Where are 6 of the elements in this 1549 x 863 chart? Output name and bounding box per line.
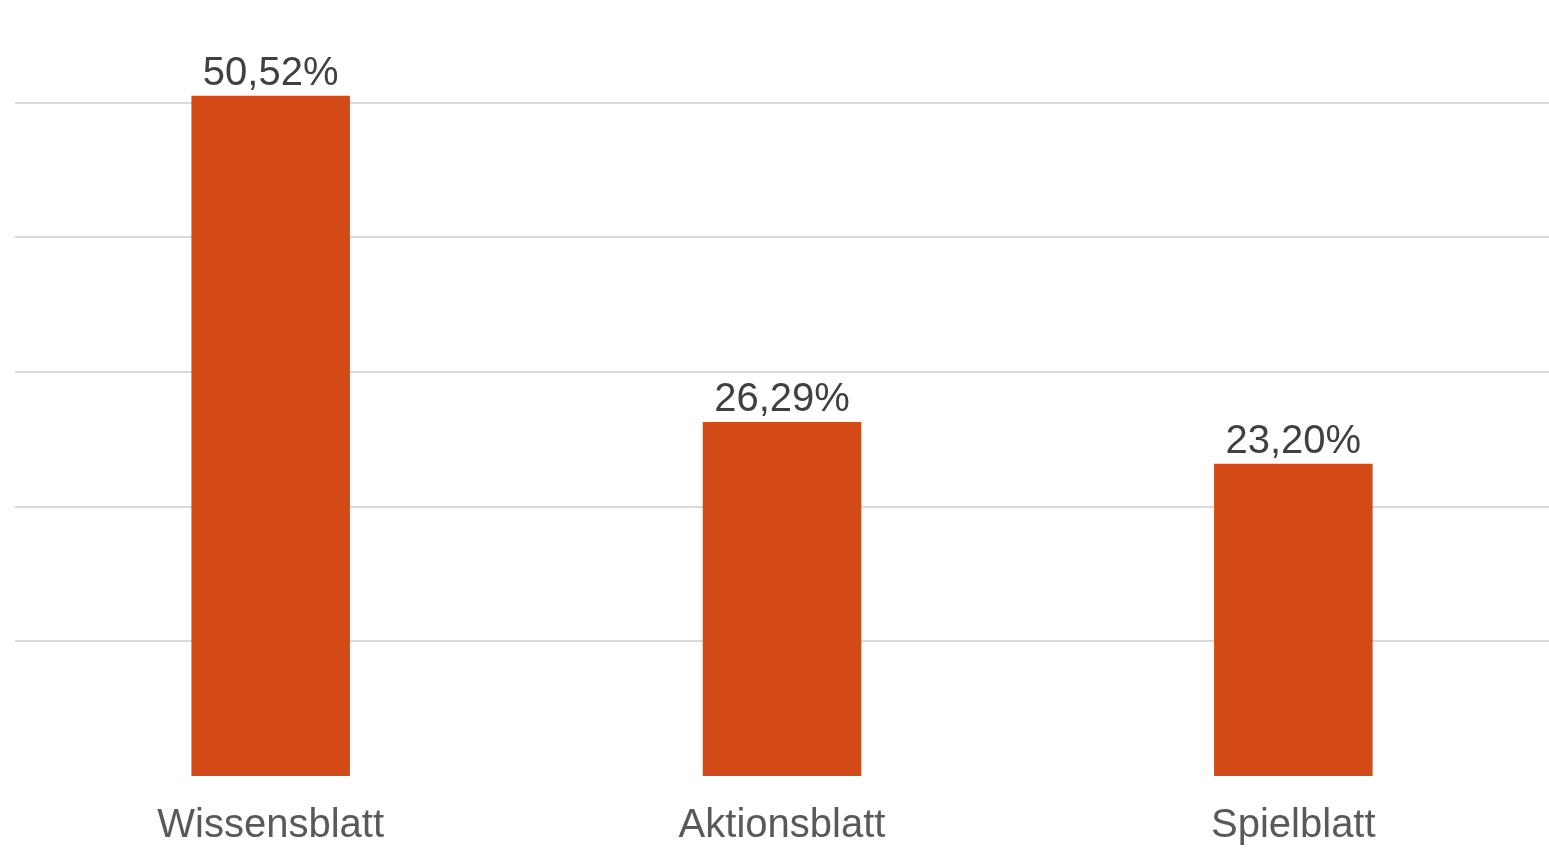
data-label: 26,29% bbox=[714, 375, 850, 420]
data-label: 50,52% bbox=[202, 48, 339, 93]
x-tick-label: Wissensblatt bbox=[157, 801, 385, 845]
x-tick-label: Aktionsblatt bbox=[678, 801, 886, 845]
x-tick-label: Spielblatt bbox=[1211, 801, 1376, 845]
data-label: 23,20% bbox=[1225, 416, 1362, 461]
